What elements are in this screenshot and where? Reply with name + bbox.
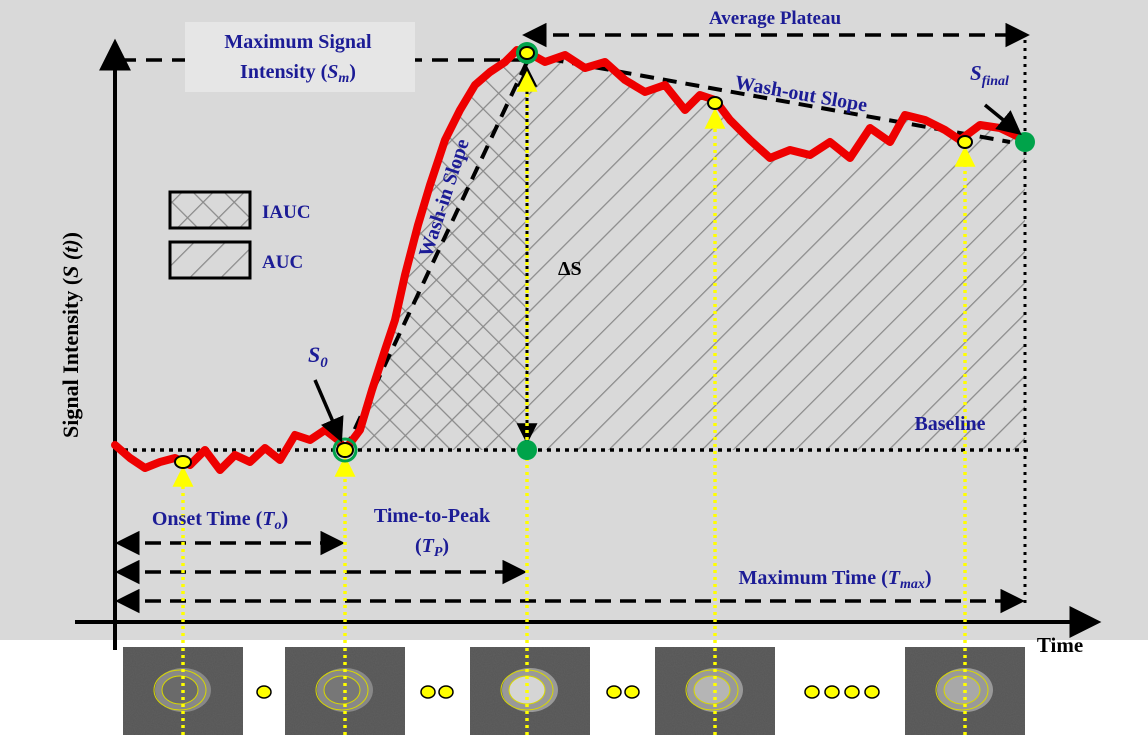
onset-time-label: Onset Time (To)	[152, 508, 288, 533]
peak-marker	[519, 46, 535, 60]
legend	[168, 190, 252, 280]
frame-peak	[470, 647, 590, 735]
legend-iauc-label: IAUC	[262, 202, 311, 223]
max-signal-line2: Intensity (Sm)	[240, 61, 356, 86]
max-signal-line1: Maximum Signal	[224, 31, 372, 53]
s-final-dot	[1015, 132, 1035, 152]
s-final-label: Sfinal	[970, 61, 1009, 89]
iauc-area	[345, 50, 527, 450]
average-plateau-label: Average Plateau	[709, 8, 842, 29]
legend-auc-label: AUC	[262, 252, 303, 273]
s0-ring	[332, 437, 358, 463]
s0-marker	[336, 442, 354, 458]
final-yellow-marker	[957, 135, 973, 149]
s0-pointer	[313, 379, 344, 443]
baseline-label: Baseline	[914, 413, 985, 435]
delta-s-label: ΔS	[558, 258, 582, 280]
signal-curve	[111, 46, 1029, 474]
thumbnail-frames	[123, 647, 1025, 735]
s0-label: S0	[308, 342, 328, 371]
max-signal-label: Maximum Signal Intensity (Sm)	[185, 22, 415, 92]
onset-marker	[174, 455, 192, 469]
time-to-peak-line2: (TP)	[415, 535, 449, 560]
mid-marker	[707, 96, 723, 110]
y-axis-label: Signal Intensity (S (t))	[58, 232, 83, 438]
time-to-peak-line1: Time-to-Peak	[374, 505, 491, 527]
max-time-label: Maximum Time (Tmax)	[738, 567, 931, 592]
baseline-peak-dot	[517, 440, 537, 460]
s-final-pointer	[983, 103, 1022, 136]
x-axis-label: Time	[1037, 633, 1083, 657]
ellipsis-dots	[256, 685, 880, 699]
